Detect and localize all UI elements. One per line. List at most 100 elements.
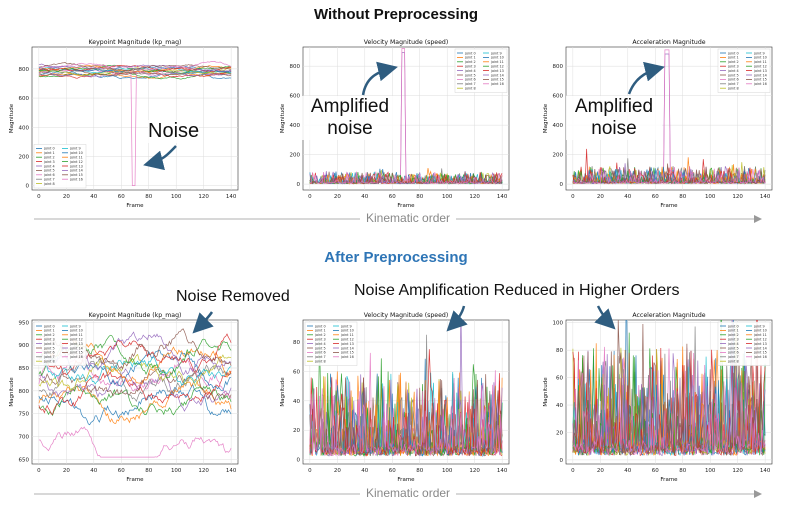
legend-entry: joint 14: [69, 346, 83, 350]
y-axis-label: Magnitude: [280, 377, 286, 407]
y-tick-label: 400: [19, 125, 30, 131]
series-line-joint-11: [38, 64, 232, 73]
y-axis-label: Magnitude: [9, 103, 15, 133]
title-without-preprocessing: Without Preprocessing: [313, 6, 479, 23]
legend-entry: joint 13: [753, 342, 767, 346]
y-axis-label: Magnitude: [543, 377, 549, 407]
x-tick-label: 20: [63, 468, 70, 474]
x-tick-label: 20: [63, 194, 70, 200]
legend-entry: joint 10: [753, 56, 767, 60]
chart-title: Keypoint Magnitude (kp_mag): [89, 312, 182, 319]
y-tick-label: 200: [553, 153, 564, 159]
y-tick-label: 850: [19, 366, 30, 372]
legend-entry: joint 12: [69, 338, 83, 342]
x-tick-label: 120: [732, 194, 743, 200]
x-tick-label: 100: [705, 468, 716, 474]
chart-raw-velocity-magnitude: 0 200 400 600 800 0 20 40 60 80 100 120 140 Velocity …: [280, 39, 510, 209]
x-axis-label: Frame: [126, 203, 144, 209]
legend-entry: joint 7: [43, 355, 55, 359]
y-tick-label: 400: [290, 123, 301, 129]
legend-entry: joint 8: [43, 182, 55, 186]
legend-entry: joint 7: [727, 355, 739, 359]
x-tick-label: 0: [37, 194, 41, 200]
x-tick-label: 0: [571, 194, 575, 200]
legend-entry: joint 16: [753, 355, 767, 359]
legend-entry: joint 6: [43, 351, 55, 355]
y-tick-label: 40: [556, 403, 563, 409]
y-axis-label: Magnitude: [280, 103, 286, 133]
annotation-amplified-label-2: Amplified: [574, 96, 654, 117]
x-tick-label: 100: [705, 194, 716, 200]
x-axis-label: Frame: [660, 477, 678, 483]
legend-entry: joint 5: [727, 346, 739, 350]
legend-entry: joint 13: [340, 342, 354, 346]
x-tick-label: 40: [90, 194, 97, 200]
y-axis-label: Magnitude: [543, 103, 549, 133]
x-tick-label: 100: [442, 468, 453, 474]
y-tick-label: 0: [26, 184, 30, 190]
series-line-joint-9: [38, 66, 232, 74]
series-line-joint-15: [309, 171, 503, 185]
series-line-joint-16: [572, 346, 766, 456]
series-group: [309, 48, 503, 185]
series-line-joint-15: [309, 377, 503, 457]
legend-entry: joint 16: [340, 355, 354, 359]
y-tick-label: 750: [19, 412, 30, 418]
legend-entry: joint 4: [43, 164, 55, 168]
y-tick-label: 0: [297, 182, 301, 188]
legend-entry: joint 5: [727, 73, 739, 77]
legend-entry: joint 15: [69, 173, 83, 177]
legend-entry: joint 8: [43, 360, 55, 364]
y-tick-label: 100: [553, 321, 564, 327]
arrow-noise: [143, 145, 177, 171]
legend-entry: joint 1: [727, 329, 739, 333]
x-tick-label: 80: [145, 194, 152, 200]
series-line-joint-13: [309, 349, 503, 457]
legend-entry: joint 11: [340, 333, 354, 337]
legend-entry: joint 15: [340, 351, 354, 355]
x-tick-label: 40: [90, 468, 97, 474]
y-tick-label: 200: [19, 154, 30, 160]
legend-entry: joint 3: [727, 338, 739, 342]
annotation-noise-label-1: noise: [327, 117, 373, 139]
y-tick-label: 200: [290, 153, 301, 159]
y-tick-label: 700: [19, 435, 30, 441]
legend-entry: joint 14: [340, 346, 354, 350]
legend-entry: joint 10: [753, 329, 767, 333]
arrow-reduced-velocity: [446, 305, 468, 332]
series-group: [572, 320, 766, 457]
y-tick-label: 0: [560, 182, 564, 188]
legend-entry: joint 2: [314, 333, 326, 337]
annotation-noise: Noise: [148, 120, 200, 143]
legend-entry: joint 12: [340, 338, 354, 342]
x-tick-label: 140: [497, 468, 508, 474]
legend-entry: joint 8: [727, 87, 739, 91]
x-axis-label: Frame: [397, 477, 415, 483]
series-line-joint-14: [38, 63, 232, 72]
x-tick-label: 120: [198, 468, 209, 474]
legend-entry: joint 2: [43, 333, 55, 337]
series-line-joint-10: [38, 348, 232, 392]
y-tick-label: 20: [293, 428, 300, 434]
legend-entry: joint 8: [727, 360, 739, 364]
chart-title: Acceleration Magnitude: [632, 39, 705, 46]
y-tick-label: 80: [556, 348, 563, 354]
x-tick-label: 140: [760, 194, 771, 200]
legend-entry: joint 2: [727, 60, 739, 64]
series-line-joint-11: [309, 374, 503, 457]
legend-entry: joint 1: [464, 56, 476, 60]
x-tick-label: 80: [679, 468, 686, 474]
legend-entry: joint 0: [43, 324, 55, 328]
x-tick-label: 120: [198, 194, 209, 200]
legend-entry: joint 4: [727, 342, 739, 346]
y-tick-label: 20: [556, 430, 563, 436]
series-line-joint-2: [38, 70, 232, 80]
x-tick-label: 60: [118, 468, 125, 474]
y-tick-label: 600: [19, 96, 30, 102]
x-tick-label: 20: [597, 194, 604, 200]
y-tick-label: 800: [553, 64, 564, 70]
chart-title: Velocity Magnitude (speed): [364, 39, 449, 46]
